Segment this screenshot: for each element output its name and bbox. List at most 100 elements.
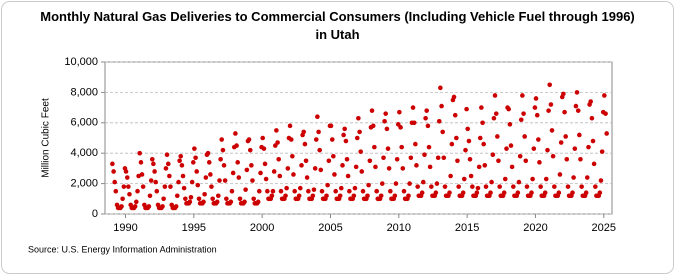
point [319, 188, 325, 194]
point [181, 185, 187, 191]
point [328, 123, 334, 129]
point [398, 125, 403, 130]
point [504, 146, 509, 151]
point [588, 99, 593, 104]
point [454, 135, 459, 141]
point [242, 199, 247, 205]
y-tick-label: 4,000 [70, 147, 98, 159]
point [180, 173, 186, 179]
point [347, 188, 352, 194]
point [126, 184, 131, 189]
point [434, 181, 440, 186]
point [549, 128, 555, 133]
point [481, 141, 486, 147]
point [176, 179, 181, 185]
point [360, 188, 366, 194]
y-tick-label: 8,000 [70, 86, 98, 98]
point [230, 170, 236, 176]
source: Source: U.S. Energy Information Administ… [28, 244, 217, 254]
x-tick-label: 2020 [523, 222, 547, 234]
point [497, 184, 502, 189]
point [440, 129, 445, 135]
point [261, 146, 267, 151]
point [483, 184, 489, 189]
point [341, 132, 346, 138]
point [262, 161, 268, 167]
point [423, 115, 428, 121]
point [561, 91, 566, 97]
point [132, 204, 138, 209]
point [342, 126, 347, 132]
point [140, 184, 146, 189]
point [385, 146, 391, 151]
point [545, 147, 550, 153]
point [410, 105, 416, 110]
point [590, 138, 596, 144]
point [597, 190, 603, 196]
point [326, 158, 332, 164]
point [344, 156, 350, 162]
point [558, 140, 564, 145]
point [246, 137, 252, 142]
point [517, 153, 523, 159]
point [584, 175, 590, 180]
point [292, 188, 297, 194]
point [589, 115, 595, 121]
point [340, 163, 345, 168]
point [604, 131, 609, 136]
point [351, 193, 357, 199]
point [448, 173, 453, 179]
point [369, 108, 375, 113]
point [392, 193, 398, 199]
point [502, 176, 508, 182]
point [234, 143, 239, 148]
point [530, 176, 535, 182]
point [317, 147, 322, 153]
point [436, 118, 442, 124]
point [583, 190, 589, 196]
point [343, 138, 349, 144]
point [302, 141, 308, 147]
point [493, 111, 499, 116]
point [419, 190, 425, 196]
point [379, 181, 385, 186]
point [220, 147, 226, 153]
point [244, 167, 250, 173]
point [411, 120, 417, 126]
point [429, 184, 434, 189]
point [586, 144, 591, 150]
point [381, 155, 386, 161]
point [524, 184, 530, 189]
point [531, 146, 537, 151]
point [562, 109, 567, 115]
point [179, 163, 185, 168]
point [265, 188, 270, 194]
point [187, 199, 193, 205]
point [201, 199, 206, 205]
point [154, 188, 160, 194]
point [372, 144, 377, 150]
y-tick-label: 0 [92, 208, 98, 220]
point [291, 172, 296, 177]
point [552, 184, 557, 189]
y-tick-label: 10,000 [64, 56, 98, 68]
point [479, 105, 484, 110]
point [120, 196, 125, 202]
point [318, 167, 324, 173]
point [316, 129, 321, 135]
point [449, 141, 455, 147]
point [210, 196, 215, 202]
point [278, 188, 284, 194]
point [237, 196, 243, 202]
point [529, 190, 534, 196]
point [208, 172, 213, 177]
point [543, 176, 549, 182]
point [153, 179, 158, 185]
point [520, 93, 525, 98]
point [603, 111, 608, 116]
point [492, 93, 498, 98]
point [337, 193, 343, 199]
point [288, 137, 294, 142]
point [467, 156, 473, 162]
point [229, 188, 235, 194]
